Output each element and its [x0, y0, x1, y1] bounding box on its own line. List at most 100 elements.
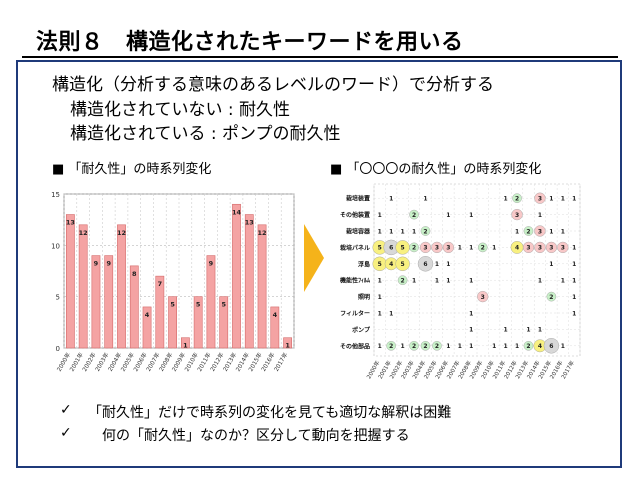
slide-title: 法則８ 構造化されたキーワードを用いる [36, 24, 464, 56]
bubble-value-label: 6 [389, 245, 393, 252]
bubble-value-label: 1 [469, 343, 473, 350]
bar [258, 225, 266, 348]
bubble-value-label: 1 [469, 212, 473, 219]
bar [105, 256, 113, 348]
bubble-value-label: 6 [549, 343, 553, 350]
bar-value-label: 4 [273, 311, 278, 319]
bar-value-label: 9 [209, 260, 214, 268]
bubble-value-label: 1 [446, 343, 450, 350]
bubble-value-label: 1 [572, 278, 576, 285]
conclusion-2: 何の「耐久性」なのか？区分して動向を把握する [102, 425, 410, 445]
bar [207, 256, 215, 348]
bubble-value-label: 1 [401, 228, 405, 235]
bar [79, 225, 87, 348]
bar [130, 266, 138, 348]
row-label: その他装置 [340, 211, 370, 219]
row-label: ポンプ [352, 326, 371, 334]
bubble-value-label: 1 [572, 294, 576, 301]
bubble-value-label: 1 [435, 261, 439, 268]
bubble-value-label: 3 [446, 245, 450, 252]
bar-value-label: 13 [66, 219, 75, 227]
bubble-value-label: 1 [435, 278, 439, 285]
bubble-value-label: 1 [504, 343, 508, 350]
bubble-value-label: 5 [401, 261, 405, 268]
bubble-value-label: 1 [412, 278, 416, 285]
bubble-value-label: 1 [378, 343, 382, 350]
row-label: フィルター [340, 310, 370, 318]
row-label: 栽培容器 [346, 228, 371, 236]
bubble-value-label: 1 [469, 278, 473, 285]
bubble-value-label: 1 [549, 261, 553, 268]
bar-value-label: 12 [117, 229, 126, 237]
bubble-value-label: 1 [538, 278, 542, 285]
bubble-value-label: 5 [401, 245, 405, 252]
bar [92, 256, 100, 348]
bar-value-label: 8 [132, 270, 137, 278]
bubble-value-label: 3 [538, 228, 542, 235]
bubble-value-label: 2 [526, 343, 530, 350]
bubble-value-label: 1 [504, 196, 508, 203]
bar [117, 225, 125, 348]
unstructured-example: 構造化されていない : 耐久性 [70, 95, 290, 120]
right-chart-caption: ■ 「〇〇〇の耐久性」の時系列変化 [330, 158, 541, 177]
bubble-value-label: 2 [481, 245, 485, 252]
bubble-value-label: 3 [538, 245, 542, 252]
bubble-value-label: 1 [446, 278, 450, 285]
bubble-value-label: 1 [561, 196, 565, 203]
bubble-value-label: 3 [515, 212, 519, 219]
bar [66, 215, 74, 348]
bar-value-label: 5 [170, 301, 175, 309]
bar-value-label: 5 [196, 301, 201, 309]
bar-value-label: 12 [79, 229, 88, 237]
bubble-value-label: 3 [538, 196, 542, 203]
bubble-value-label: 4 [515, 245, 519, 252]
bubble-value-label: 3 [481, 294, 485, 301]
bar-value-label: 4 [145, 311, 150, 319]
bubble-value-label: 1 [389, 310, 393, 317]
bubble-value-label: 3 [526, 245, 530, 252]
row-label: 機能性ﾌｨﾙﾑ [340, 277, 370, 285]
bubble-value-label: 1 [378, 212, 382, 219]
bubble-value-label: 1 [538, 327, 542, 334]
bubble-value-label: 2 [412, 343, 416, 350]
row-label: 栽培装置 [346, 195, 370, 203]
bubble-value-label: 2 [389, 343, 393, 350]
bar-value-label: 9 [106, 260, 111, 268]
bubble-value-label: 2 [423, 228, 427, 235]
bubble-value-label: 4 [538, 343, 542, 350]
y-tick-label: 0 [56, 345, 60, 353]
bubble-value-label: 1 [561, 343, 565, 350]
bubble-value-label: 1 [469, 327, 473, 334]
bubble-value-label: 1 [412, 228, 416, 235]
bubble-value-label: 3 [423, 245, 427, 252]
bubble-value-label: 2 [549, 294, 553, 301]
bubble-value-label: 5 [378, 245, 382, 252]
title-underline [22, 56, 618, 58]
bar-chart: 051015132000年122001年92002年92003年122004年8… [40, 180, 302, 380]
check-icon: ✓ [60, 402, 72, 418]
bubble-value-label: 1 [492, 343, 496, 350]
bubble-value-label: 4 [389, 261, 393, 268]
bar [245, 215, 253, 348]
bubble-value-label: 1 [515, 228, 519, 235]
bubble-value-label: 1 [538, 212, 542, 219]
bubble-value-label: 2 [435, 343, 439, 350]
left-chart-caption: ■ 「耐久性」の時系列変化 [52, 158, 211, 177]
bar-value-label: 5 [221, 301, 226, 309]
bubble-value-label: 1 [378, 310, 382, 317]
row-label: 浮島 [358, 260, 370, 268]
bubble-value-label: 2 [526, 228, 530, 235]
bubble-value-label: 1 [504, 327, 508, 334]
y-tick-label: 5 [56, 294, 60, 302]
bubble-value-label: 2 [423, 343, 427, 350]
bubble-value-label: 1 [572, 245, 576, 252]
bubble-value-label: 1 [526, 327, 530, 334]
bubble-value-label: 1 [389, 196, 393, 203]
bubble-value-label: 6 [423, 261, 427, 268]
structured-example: 構造化されている : ポンプの耐久性 [70, 119, 341, 144]
y-tick-label: 10 [51, 242, 60, 250]
bar-value-label: 14 [232, 208, 242, 216]
bubble-value-label: 3 [435, 245, 439, 252]
bubble-value-label: 1 [458, 245, 462, 252]
bubble-value-label: 1 [549, 196, 553, 203]
